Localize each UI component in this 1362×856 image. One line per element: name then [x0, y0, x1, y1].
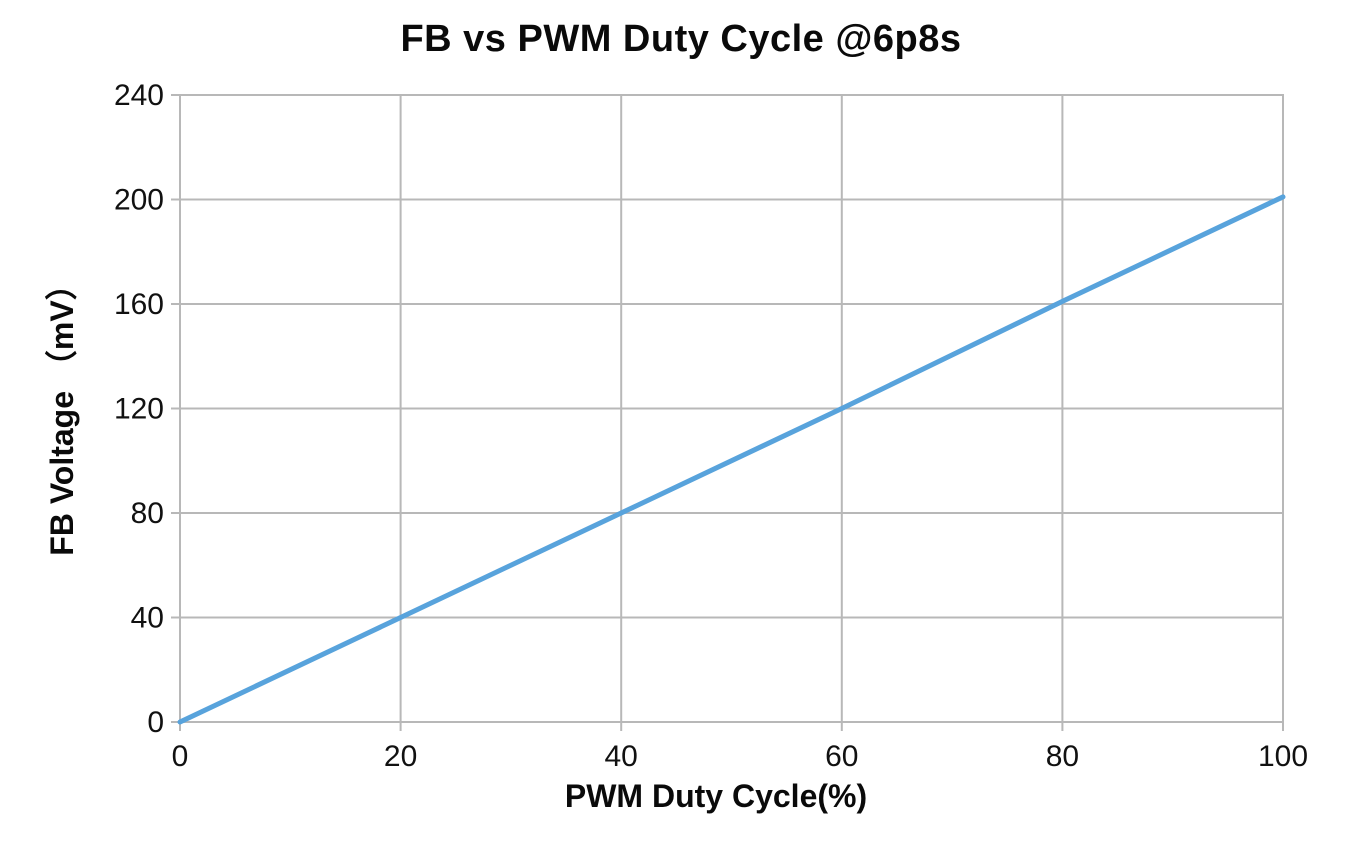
x-tick-label: 0	[172, 740, 189, 773]
fb-voltage-line	[177, 194, 1286, 725]
x-axis-label: PWM Duty Cycle(%)	[564, 778, 868, 814]
plot-border	[179, 94, 1284, 723]
x-tick-label: 40	[605, 740, 638, 773]
x-tick-label: 80	[1046, 740, 1079, 773]
y-tick-label: 80	[131, 497, 164, 530]
y-tick-label: 160	[114, 288, 164, 321]
y-tick-label: 40	[131, 602, 164, 635]
x-tick-label: 60	[825, 740, 858, 773]
y-tick-label: 240	[114, 79, 164, 112]
y-tick-label: 200	[114, 184, 164, 217]
x-tick-label: 100	[1258, 740, 1308, 773]
x-tick-label: 20	[384, 740, 417, 773]
y-tick-label: 0	[147, 706, 164, 739]
y-axis-label: FB Voltage （mV）	[44, 268, 80, 556]
y-tick-label: 120	[114, 393, 164, 426]
chart-title: FB vs PWM Duty Cycle @6p8s	[400, 18, 962, 60]
